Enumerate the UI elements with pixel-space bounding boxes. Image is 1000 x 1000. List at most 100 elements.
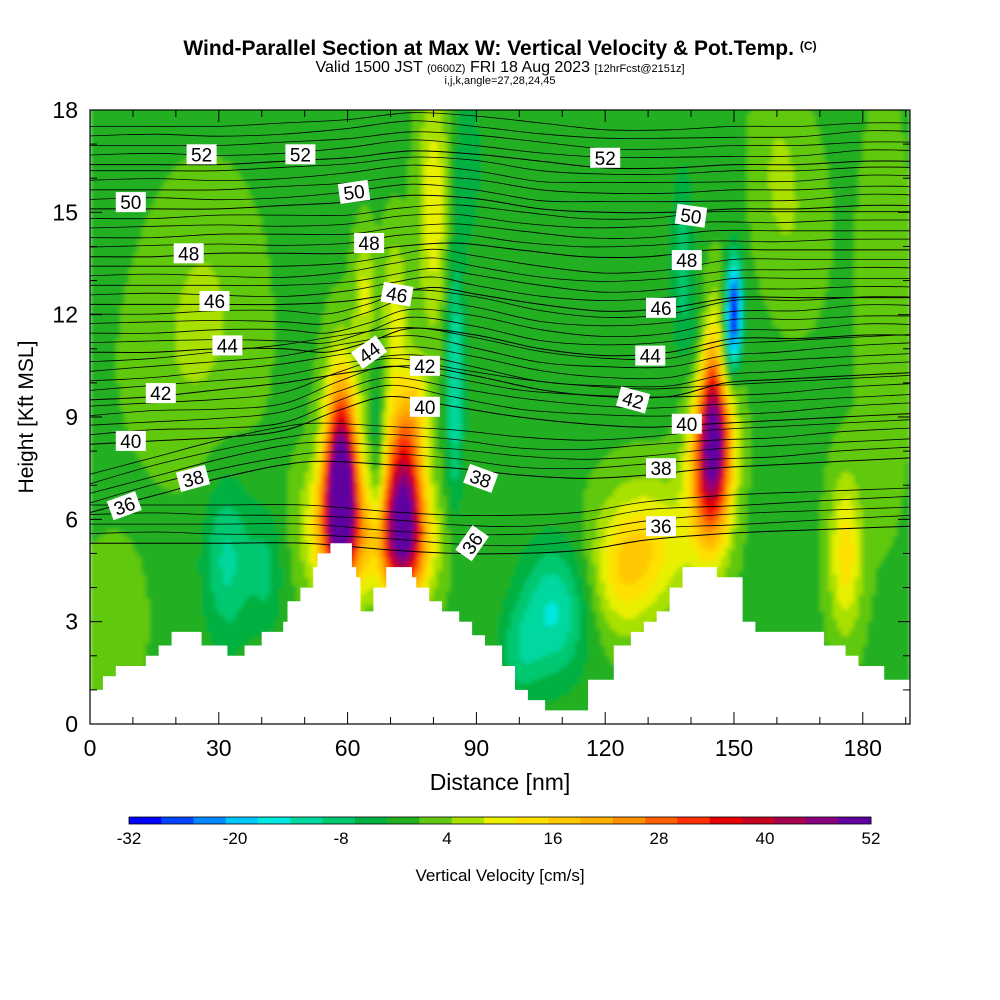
velocity-cell [94, 594, 99, 598]
velocity-cell [120, 284, 125, 288]
velocity-cell [124, 543, 129, 547]
velocity-cell [142, 267, 147, 271]
velocity-cell [167, 448, 172, 452]
velocity-cell [176, 110, 181, 114]
velocity-cell [184, 574, 189, 578]
velocity-cell [159, 321, 164, 325]
velocity-cell [150, 577, 155, 581]
velocity-cell [129, 584, 134, 588]
velocity-cell [180, 533, 185, 537]
velocity-cell [163, 315, 168, 319]
velocity-cell [193, 219, 198, 223]
velocity-cell [154, 192, 159, 196]
velocity-cell [197, 455, 202, 459]
velocity-cell [124, 165, 129, 169]
velocity-cell [94, 410, 99, 414]
velocity-cell [137, 550, 142, 554]
velocity-cell [176, 622, 181, 626]
velocity-cell [142, 386, 147, 390]
velocity-cell [111, 250, 116, 254]
velocity-cell [120, 400, 125, 404]
velocity-cell [159, 185, 164, 189]
velocity-cell [172, 509, 177, 513]
velocity-cell [111, 335, 116, 339]
velocity-cell [137, 182, 142, 186]
velocity-cell [150, 598, 155, 602]
velocity-cell [129, 287, 134, 291]
velocity-cell [202, 492, 207, 496]
velocity-cell [120, 458, 125, 462]
velocity-cell [103, 325, 108, 329]
velocity-cell [193, 536, 198, 540]
velocity-cell [154, 478, 159, 482]
velocity-cell [137, 489, 142, 493]
velocity-cell [124, 318, 129, 322]
velocity-cell [124, 622, 129, 626]
velocity-cell [133, 581, 138, 585]
velocity-cell [90, 588, 95, 592]
velocity-cell [172, 168, 177, 172]
velocity-cell [103, 509, 108, 513]
velocity-cell [159, 294, 164, 298]
velocity-cell [146, 291, 151, 295]
velocity-cell [176, 424, 181, 428]
velocity-cell [124, 646, 129, 650]
velocity-cell [159, 359, 164, 363]
velocity-cell [129, 543, 134, 547]
velocity-cell [129, 229, 134, 233]
velocity-cell [120, 424, 125, 428]
velocity-cell [107, 533, 112, 537]
velocity-cell [94, 182, 99, 186]
velocity-cell [197, 117, 202, 121]
velocity-cell [124, 553, 129, 557]
velocity-cell [167, 335, 172, 339]
velocity-cell [120, 618, 125, 622]
velocity-cell [163, 294, 168, 298]
velocity-cell [206, 400, 211, 404]
velocity-cell [103, 458, 108, 462]
velocity-cell [99, 564, 104, 568]
velocity-cell [107, 608, 112, 612]
velocity-cell [159, 137, 164, 141]
velocity-cell [124, 427, 129, 431]
velocity-cell [176, 618, 181, 622]
velocity-cell [146, 379, 151, 383]
velocity-cell [163, 444, 168, 448]
velocity-cell [154, 294, 159, 298]
velocity-cell [107, 526, 112, 530]
velocity-cell [103, 608, 108, 612]
velocity-cell [90, 120, 95, 124]
velocity-cell [197, 113, 202, 117]
velocity-cell [103, 144, 108, 148]
velocity-cell [142, 243, 147, 247]
velocity-cell [116, 270, 121, 274]
velocity-cell [197, 594, 202, 598]
velocity-cell [103, 202, 108, 206]
velocity-cell [133, 615, 138, 619]
velocity-cell [129, 308, 134, 312]
velocity-cell [180, 345, 185, 349]
velocity-cell [197, 577, 202, 581]
velocity-cell [124, 260, 129, 264]
velocity-cell [99, 298, 104, 302]
velocity-cell [197, 284, 202, 288]
velocity-cell [129, 144, 134, 148]
velocity-cell [150, 332, 155, 336]
velocity-cell [180, 127, 185, 131]
velocity-cell [150, 188, 155, 192]
velocity-cell [146, 332, 151, 336]
velocity-cell [103, 417, 108, 421]
velocity-cell [107, 188, 112, 192]
velocity-cell [107, 543, 112, 547]
velocity-cell [180, 550, 185, 554]
velocity-cell [180, 608, 185, 612]
velocity-cell [159, 315, 164, 319]
velocity-cell [146, 148, 151, 152]
velocity-cell [116, 127, 121, 131]
velocity-cell [133, 182, 138, 186]
velocity-cell [129, 318, 134, 322]
velocity-cell [180, 356, 185, 360]
velocity-cell [159, 209, 164, 213]
velocity-cell [159, 591, 164, 595]
velocity-cell [107, 605, 112, 609]
